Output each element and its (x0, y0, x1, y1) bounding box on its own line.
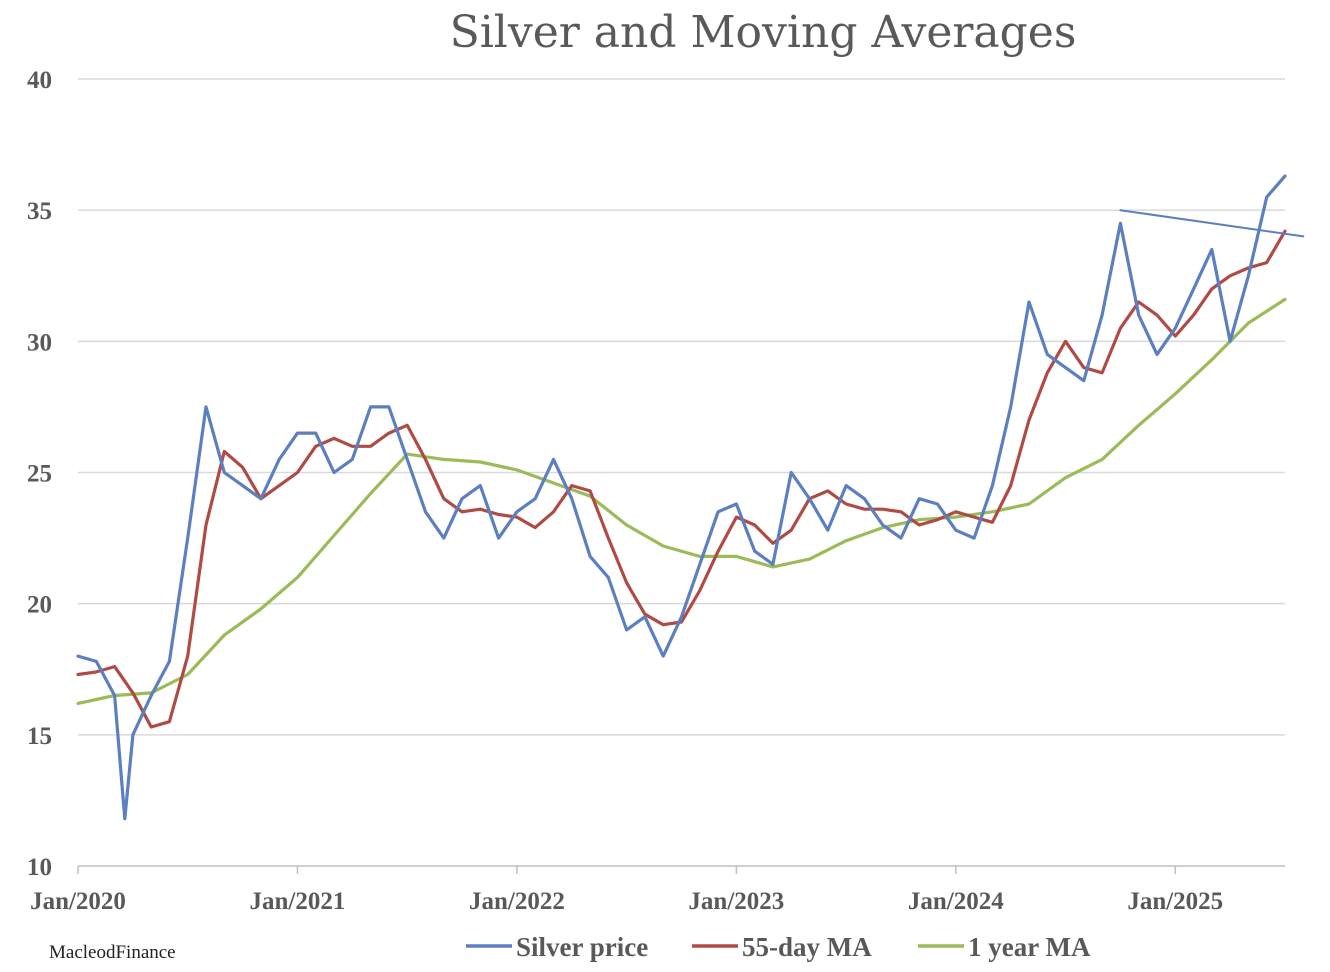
axes: 10 15 20 25 30 35 40 Jan/2020 Jan/2021 Jan/2022 Ja… (27, 67, 1285, 915)
legend-item: Silver price (466, 932, 648, 962)
x-tick-label: Jan/2024 (908, 888, 1004, 915)
chart-title: Silver and Moving Averages (450, 7, 1077, 58)
y-tick-label: 40 (27, 67, 52, 94)
credit-label: MacleodFinance (49, 942, 176, 963)
legend-item: 1 year MA (918, 932, 1091, 962)
x-tick-label: Jan/2025 (1127, 888, 1223, 915)
legend-label: 55-day MA (742, 932, 872, 962)
series-line-55-day-ma (76, 229, 1287, 729)
series-line-silver-price (76, 174, 1287, 821)
legend-label: Silver price (516, 932, 648, 962)
y-tick-label: 10 (27, 854, 52, 881)
trendline (1119, 209, 1305, 238)
legend-item: 55-day MA (692, 932, 872, 962)
series-line-1-year-ma (76, 297, 1287, 705)
y-tick-label: 35 (27, 198, 52, 225)
y-tick-label: 20 (27, 592, 52, 619)
y-tick-label: 30 (27, 329, 52, 356)
series-lines (76, 174, 1305, 821)
legend: Silver price 55-day MA 1 year MA (466, 932, 1091, 962)
y-tick-label: 25 (27, 461, 52, 488)
x-tick-label: Jan/2020 (30, 888, 126, 915)
y-tick-label: 15 (27, 723, 52, 750)
legend-label: 1 year MA (968, 932, 1091, 962)
x-tick-label: Jan/2021 (250, 888, 346, 915)
x-tick-label: Jan/2022 (469, 888, 565, 915)
x-tick-label: Jan/2023 (688, 888, 784, 915)
gridlines (78, 78, 1285, 736)
